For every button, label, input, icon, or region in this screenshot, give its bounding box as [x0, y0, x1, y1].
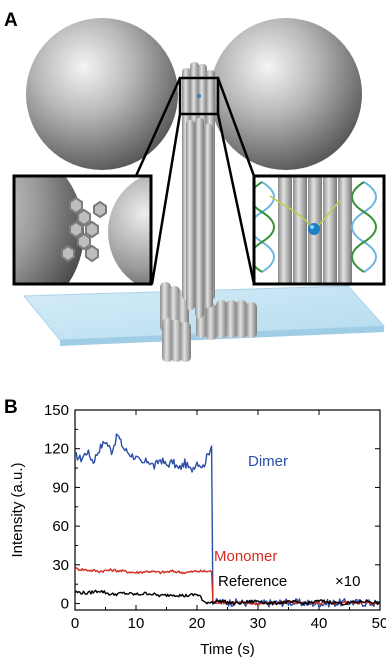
- inset-dye: [308, 223, 320, 235]
- zoom-line-right-top: [216, 77, 256, 177]
- y-tick-label: 90: [52, 479, 69, 496]
- zoom-box: [178, 76, 220, 116]
- x-tick-label: 20: [189, 615, 206, 632]
- zoom-line-left-top: [134, 77, 182, 177]
- dna-helix-left: [254, 181, 275, 273]
- series-line-dimer: [74, 433, 381, 608]
- origami-base: [160, 282, 257, 362]
- x-axis-label: Time (s): [200, 641, 254, 658]
- series-label-monomer: Monomer: [214, 548, 277, 565]
- origami-pillar: [182, 62, 215, 318]
- y-tick-label: 120: [44, 441, 69, 458]
- panel-a: A: [4, 10, 386, 362]
- zoom-line-left-bottom: [150, 113, 182, 285]
- x-tick-label: 0: [71, 615, 79, 632]
- dna-helix-right: [351, 181, 377, 273]
- zoom-box-dye: [197, 94, 201, 98]
- right-nanoparticle: [210, 18, 362, 170]
- y-tick-label: 30: [52, 557, 69, 574]
- zoom-line-right-bottom: [216, 113, 256, 285]
- y-tick-label: 0: [61, 596, 69, 613]
- x-tick-label: 30: [250, 615, 267, 632]
- left-nanoparticle: [26, 18, 178, 170]
- series-line-reference: [74, 589, 381, 606]
- y-tick-label: 60: [52, 518, 69, 535]
- series-label-dimer: Dimer: [248, 453, 288, 470]
- panel-a-letter: A: [4, 10, 18, 31]
- inset-left: [12, 174, 153, 286]
- panel-b: B 0 10 20 30 40 50 0 30 60 90 120 150 Time (s) Intens…: [4, 397, 386, 658]
- panel-b-letter: B: [4, 397, 18, 418]
- y-axis-label: Intensity (a.u.): [9, 462, 26, 557]
- x-tick-label: 10: [128, 615, 145, 632]
- intensity-chart: 0 10 20 30 40 50 0 30 60 90 120 150 Time (s) Intensit…: [9, 402, 386, 658]
- series-label-reference: Reference: [218, 573, 287, 590]
- molecule-lattice: [61, 196, 107, 263]
- reference-scale-annotation: ×10: [335, 573, 360, 590]
- inset-right: [252, 174, 386, 286]
- x-tick-label: 50: [372, 615, 386, 632]
- y-tick-label: 150: [44, 402, 69, 419]
- x-tick-label: 40: [311, 615, 328, 632]
